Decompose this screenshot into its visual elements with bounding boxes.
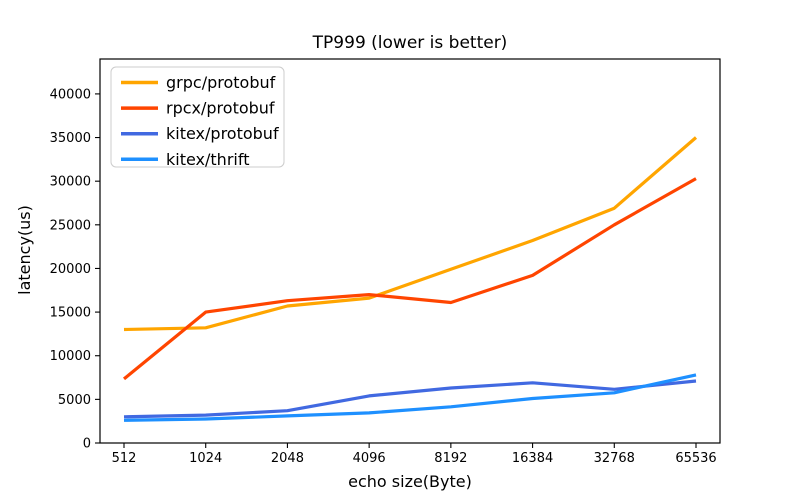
x-tick-label: 512 — [112, 451, 137, 466]
legend-label-rpcx-protobuf: rpcx/protobuf — [166, 99, 275, 118]
series-line-rpcx-protobuf — [122, 177, 697, 381]
y-tick-label: 5000 — [58, 393, 91, 408]
chart-title: TP999 (lower is better) — [312, 33, 508, 53]
legend: grpc/protobuf rpcx/protobuf kitex/protobuf… — [110, 66, 285, 169]
series-lines — [122, 136, 698, 422]
legend-label-kitex-thrift: kitex/thrift — [166, 150, 249, 169]
y-tick-label: 40000 — [50, 87, 91, 102]
y-tick-label: 10000 — [50, 349, 91, 364]
legend-box — [110, 66, 285, 168]
x-axis-ticks: 512 1024 2048 4096 8192 16384 32768 65536 — [112, 443, 717, 466]
y-tick-label: 25000 — [50, 218, 91, 233]
y-tick-label: 30000 — [50, 175, 91, 190]
y-axis-label: latency(us) — [15, 205, 34, 295]
legend-label-kitex-protobuf: kitex/protobuf — [166, 124, 279, 143]
x-tick-label: 65536 — [675, 451, 716, 466]
legend-label-grpc-protobuf: grpc/protobuf — [166, 73, 276, 92]
x-tick-label: 8192 — [434, 451, 467, 466]
x-tick-label: 4096 — [353, 451, 386, 466]
x-tick-label: 1024 — [189, 451, 222, 466]
y-axis-ticks: 0 5000 10000 15000 20000 25000 30000 35000 40000 — [50, 87, 100, 452]
series-line-kitex-thrift — [123, 373, 697, 422]
y-tick-label: 20000 — [50, 262, 91, 277]
series-line-grpc-protobuf — [123, 136, 698, 332]
y-tick-label: 35000 — [50, 131, 91, 146]
plot-area — [99, 58, 721, 444]
x-tick-label: 2048 — [271, 451, 304, 466]
x-axis-label: echo size(Byte) — [348, 472, 472, 491]
y-tick-label: 0 — [83, 437, 91, 452]
x-tick-label: 16384 — [512, 451, 553, 466]
y-tick-label: 15000 — [50, 306, 91, 321]
x-tick-label: 32768 — [594, 451, 635, 466]
series-line-kitex-protobuf — [123, 379, 697, 419]
